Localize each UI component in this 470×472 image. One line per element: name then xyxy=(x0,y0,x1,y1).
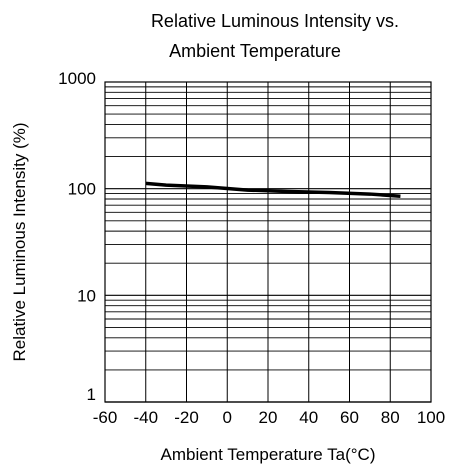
series-line xyxy=(145,181,401,198)
grid xyxy=(104,82,432,403)
y-tick-label: 1 xyxy=(87,385,96,404)
y-tick-labels: 1 10 100 1000 xyxy=(58,69,96,404)
x-tick-label: 0 xyxy=(223,408,232,427)
x-tick-label: -60 xyxy=(93,408,118,427)
y-axis-label: Relative Luminous Intensity (%) xyxy=(10,122,29,361)
x-tick-labels: -60 -40 -20 0 20 40 60 80 100 xyxy=(93,408,445,427)
x-tick-label: 20 xyxy=(259,408,278,427)
x-tick-label: -20 xyxy=(174,408,199,427)
series-layer xyxy=(145,181,401,198)
plot-area-frame xyxy=(104,81,432,403)
chart-title-line-2: Ambient Temperature xyxy=(169,41,341,61)
y-tick-label: 10 xyxy=(77,286,96,305)
y-tick-label: 100 xyxy=(68,180,96,199)
x-tick-label: 80 xyxy=(381,408,400,427)
chart-title-line-1: Relative Luminous Intensity vs. xyxy=(151,11,399,31)
x-tick-label: -40 xyxy=(133,408,158,427)
x-tick-label: 40 xyxy=(299,408,318,427)
y-tick-label: 1000 xyxy=(58,69,96,88)
x-tick-label: 60 xyxy=(340,408,359,427)
x-axis-label: Ambient Temperature Ta(°C) xyxy=(161,445,376,464)
x-tick-label: 100 xyxy=(417,408,445,427)
